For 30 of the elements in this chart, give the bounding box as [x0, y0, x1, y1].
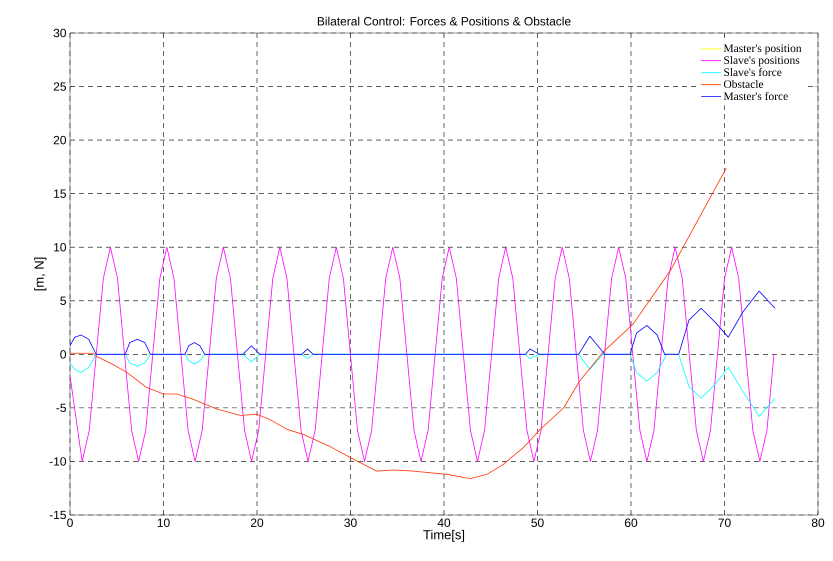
y-tick-label: -5 — [56, 404, 66, 412]
x-tick-label: 50 — [531, 518, 544, 527]
x-tick-label: 30 — [344, 518, 357, 527]
legend-label: Obstacle — [724, 80, 764, 88]
y-tick-label: 25 — [54, 82, 66, 91]
line-series — [70, 168, 727, 479]
legend-label: Master's force — [724, 92, 788, 100]
legend-label: Slave's positions — [724, 56, 800, 66]
y-tick-label: -10 — [50, 457, 66, 466]
y-tick-label: 15 — [54, 190, 66, 198]
x-tick-label: 20 — [250, 518, 264, 527]
legend-label: Slave's force — [724, 68, 782, 76]
y-tick-label: 0 — [60, 350, 66, 359]
y-tick-label: 20 — [54, 136, 66, 144]
x-tick-label: 60 — [624, 518, 638, 527]
y-axis-title: [m, N] — [34, 258, 46, 290]
y-tick-label: 30 — [54, 28, 66, 38]
line-series — [70, 290, 776, 355]
x-axis-title: Time[s] — [423, 530, 464, 542]
x-tick-label: 10 — [158, 518, 170, 527]
line-series — [70, 246, 774, 462]
chart-title: Bilateral Control: Forces & Positions & Obstacle — [318, 16, 571, 26]
x-tick-label: 0 — [67, 518, 73, 527]
y-tick-label: 10 — [54, 242, 66, 252]
y-tick-label: -15 — [50, 510, 66, 520]
x-tick-label: 40 — [438, 518, 450, 527]
x-tick-label: 80 — [812, 518, 824, 527]
legend-label: Master's position — [724, 44, 802, 54]
y-tick-label: 5 — [60, 296, 66, 305]
x-tick-label: 70 — [718, 518, 731, 527]
